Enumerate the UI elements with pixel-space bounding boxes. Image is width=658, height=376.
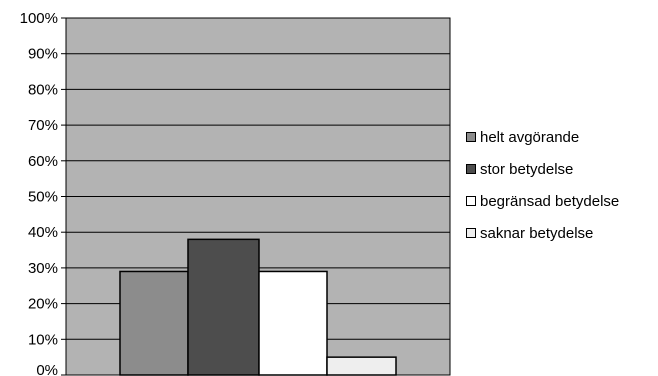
legend-swatch xyxy=(466,196,476,206)
legend-item: stor betydelse xyxy=(466,160,619,178)
legend-item: helt avgörande xyxy=(466,128,619,146)
y-tick-label: 10% xyxy=(28,331,58,348)
y-tick-label: 30% xyxy=(28,260,58,277)
legend-item: begränsad betydelse xyxy=(466,192,619,210)
y-axis-ticks: 0% 10% 20% 30% 40% 50% 60% 70% 80% 90% 100% xyxy=(20,10,66,376)
y-tick-label: 100% xyxy=(20,10,58,27)
legend-swatch xyxy=(466,132,476,142)
legend-swatch xyxy=(466,228,476,238)
legend: helt avgörande stor betydelse begränsad … xyxy=(466,128,619,256)
legend-item: saknar betydelse xyxy=(466,224,619,242)
y-tick-label: 60% xyxy=(28,153,58,170)
bar xyxy=(187,238,260,376)
bar xyxy=(258,270,328,376)
legend-swatch xyxy=(466,164,476,174)
y-tick-label: 50% xyxy=(28,189,58,206)
y-tick-label: 20% xyxy=(28,296,58,313)
legend-label: helt avgörande xyxy=(480,128,580,146)
y-tick-label: 0% xyxy=(36,362,58,376)
bars xyxy=(119,238,397,376)
y-tick-label: 80% xyxy=(28,81,58,98)
legend-label: saknar betydelse xyxy=(480,224,594,242)
y-tick-label: 70% xyxy=(28,117,58,134)
bar xyxy=(119,270,189,376)
legend-label: begränsad betydelse xyxy=(480,192,620,210)
bar xyxy=(326,356,397,376)
legend-label: stor betydelse xyxy=(480,160,574,178)
y-tick-label: 40% xyxy=(28,224,58,241)
y-tick-label: 90% xyxy=(28,46,58,63)
